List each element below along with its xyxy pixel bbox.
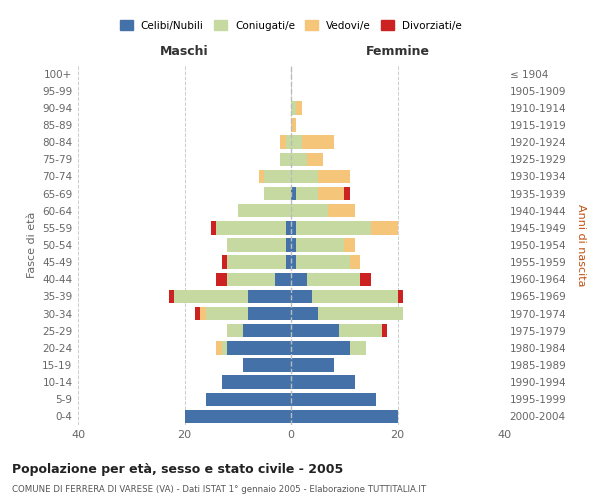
Bar (291, 170, 317, 183)
Bar (313, 290, 398, 303)
Bar (371, 221, 398, 234)
Bar (227, 324, 243, 338)
Y-axis label: Fasce di età: Fasce di età (26, 212, 37, 278)
Bar (243, 324, 291, 338)
Bar (280, 152, 291, 166)
Bar (296, 187, 317, 200)
Text: Maschi: Maschi (160, 45, 209, 58)
Bar (296, 238, 344, 252)
Bar (344, 187, 350, 200)
Bar (328, 204, 355, 218)
Bar (259, 170, 265, 183)
Text: Popolazione per età, sesso e stato civile - 2005: Popolazione per età, sesso e stato civil… (12, 462, 343, 475)
Bar (296, 256, 350, 269)
Bar (275, 272, 291, 286)
Bar (286, 136, 291, 149)
Bar (286, 256, 291, 269)
Y-axis label: Anni di nascita: Anni di nascita (576, 204, 586, 286)
Bar (169, 290, 174, 303)
Bar (398, 290, 403, 303)
Bar (200, 307, 206, 320)
Bar (344, 238, 355, 252)
Bar (291, 307, 317, 320)
Bar (217, 272, 227, 286)
Bar (291, 204, 328, 218)
Bar (227, 238, 286, 252)
Bar (227, 272, 275, 286)
Bar (291, 410, 398, 423)
Bar (339, 324, 382, 338)
Bar (291, 136, 302, 149)
Bar (238, 204, 291, 218)
Bar (296, 101, 302, 114)
Bar (206, 307, 248, 320)
Bar (291, 341, 350, 354)
Bar (317, 170, 350, 183)
Bar (217, 341, 222, 354)
Bar (206, 392, 291, 406)
Bar (222, 341, 227, 354)
Bar (286, 221, 291, 234)
Bar (291, 238, 296, 252)
Bar (291, 272, 307, 286)
Bar (217, 221, 286, 234)
Bar (291, 256, 296, 269)
Bar (317, 187, 344, 200)
Bar (291, 221, 296, 234)
Bar (286, 238, 291, 252)
Bar (291, 101, 296, 114)
Bar (296, 221, 371, 234)
Bar (350, 341, 365, 354)
Bar (227, 341, 291, 354)
Bar (307, 272, 360, 286)
Bar (222, 256, 227, 269)
Bar (248, 307, 291, 320)
Bar (291, 376, 355, 389)
Bar (185, 410, 291, 423)
Bar (243, 358, 291, 372)
Bar (265, 170, 291, 183)
Bar (291, 118, 296, 132)
Bar (291, 187, 296, 200)
Bar (291, 290, 313, 303)
Bar (307, 152, 323, 166)
Bar (291, 152, 307, 166)
Bar (248, 290, 291, 303)
Bar (317, 307, 403, 320)
Bar (382, 324, 387, 338)
Text: Femmine: Femmine (365, 45, 430, 58)
Bar (350, 256, 360, 269)
Bar (195, 307, 200, 320)
Bar (360, 272, 371, 286)
Bar (174, 290, 248, 303)
Bar (280, 136, 286, 149)
Bar (291, 358, 334, 372)
Bar (222, 376, 291, 389)
Bar (291, 324, 339, 338)
Legend: Celibi/Nubili, Coniugati/e, Vedovi/e, Divorziati/e: Celibi/Nubili, Coniugati/e, Vedovi/e, Di… (116, 16, 466, 35)
Text: COMUNE DI FERRERA DI VARESE (VA) - Dati ISTAT 1° gennaio 2005 - Elaborazione TUT: COMUNE DI FERRERA DI VARESE (VA) - Dati … (12, 485, 426, 494)
Bar (265, 187, 291, 200)
Bar (227, 256, 286, 269)
Bar (302, 136, 334, 149)
Bar (291, 392, 376, 406)
Bar (211, 221, 217, 234)
